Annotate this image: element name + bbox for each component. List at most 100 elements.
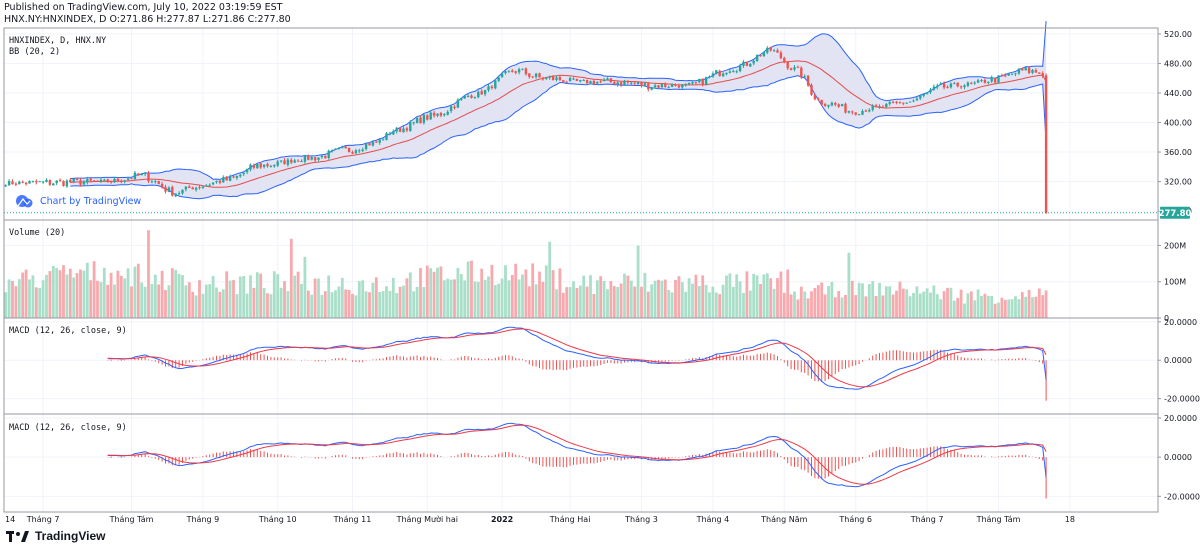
candle xyxy=(796,65,800,68)
macd-pane-1-title[interactable]: MACD (12, 26, close, 9) xyxy=(9,326,127,336)
x-tick-label: Tháng Mười hai xyxy=(396,514,458,524)
candle xyxy=(575,78,579,82)
candle xyxy=(75,177,79,181)
candle xyxy=(4,184,7,188)
bb-indicator-label[interactable]: BB (20, 2) xyxy=(9,47,60,57)
candle xyxy=(167,186,171,193)
volume-bar xyxy=(232,280,235,318)
candle xyxy=(908,101,912,103)
volume-bar xyxy=(378,291,382,318)
volume-bar xyxy=(374,277,378,318)
candle xyxy=(980,78,983,83)
candle xyxy=(235,175,239,181)
tradingview-watermark[interactable]: Chart by TradingView xyxy=(16,195,141,208)
volume-bar xyxy=(538,271,541,318)
candle xyxy=(368,142,371,146)
candle xyxy=(915,97,919,101)
x-axis[interactable]: 14 Tháng 7 Tháng Tám Tháng 9 Tháng 10 Tháng 1… xyxy=(5,514,1075,524)
candle xyxy=(810,83,813,96)
volume-bar xyxy=(993,303,997,318)
volume-bar xyxy=(976,289,980,318)
candle xyxy=(330,149,334,153)
candle xyxy=(18,180,21,185)
candle xyxy=(946,85,949,89)
candle xyxy=(381,138,385,141)
volume-bar xyxy=(371,282,375,318)
volume-bar xyxy=(1031,297,1034,318)
candle xyxy=(419,115,422,124)
volume-bar xyxy=(915,286,919,318)
volume-bar xyxy=(986,295,990,318)
candle xyxy=(69,178,72,184)
volume-bar xyxy=(895,290,898,318)
volume-bar xyxy=(667,289,671,318)
volume-pane-title[interactable]: Volume (20) xyxy=(9,228,65,238)
candle xyxy=(273,164,276,168)
volume-bar xyxy=(1003,299,1007,318)
volume-bar xyxy=(62,265,65,318)
volume-bar xyxy=(323,291,327,318)
volume-bar xyxy=(714,292,718,318)
candle xyxy=(218,180,222,185)
volume-bar xyxy=(609,281,613,318)
volume-bar xyxy=(1007,299,1011,318)
volume-bar xyxy=(225,271,229,318)
candle xyxy=(623,79,626,86)
candle xyxy=(868,108,871,113)
candle xyxy=(936,83,939,90)
candle xyxy=(310,156,313,161)
candle xyxy=(14,182,18,187)
y-tick-label: 520.00 xyxy=(1164,30,1192,39)
candle xyxy=(851,110,854,115)
volume-bar xyxy=(497,283,501,318)
y-tick-label: 440.00 xyxy=(1164,89,1192,98)
candle xyxy=(392,129,395,135)
candle xyxy=(140,173,143,176)
volume-bar xyxy=(748,290,752,318)
volume-bar xyxy=(102,267,106,318)
tradingview-brand[interactable]: TradingView xyxy=(6,529,105,543)
candle xyxy=(405,126,409,133)
x-tick-label: Tháng 3 xyxy=(624,515,658,524)
candle xyxy=(585,79,589,84)
macd-line xyxy=(107,326,1047,390)
candle xyxy=(398,127,402,133)
candle xyxy=(341,145,344,149)
candle xyxy=(545,77,548,80)
candle xyxy=(779,50,783,60)
candle xyxy=(409,120,412,132)
volume-bar xyxy=(959,289,963,318)
candle xyxy=(755,54,759,62)
volume-bar xyxy=(306,290,310,318)
volume-bar xyxy=(402,285,405,318)
candle xyxy=(361,147,364,153)
candle xyxy=(987,81,990,85)
candle xyxy=(157,180,160,185)
volume-bar xyxy=(674,279,677,318)
candle xyxy=(412,121,415,126)
candle xyxy=(41,180,45,184)
volume-bar xyxy=(670,292,674,318)
candle xyxy=(113,177,116,183)
macd-pane-2-title[interactable]: MACD (12, 26, close, 9) xyxy=(9,423,127,433)
y-axes[interactable]: 520.00480.00440.00400.00360.00320.00280.… xyxy=(1158,30,1200,501)
candle xyxy=(477,90,480,99)
volume-bar xyxy=(164,289,167,318)
candle xyxy=(596,81,599,86)
y-tick-label: 100M xyxy=(1164,278,1186,287)
candle xyxy=(647,81,650,92)
candle xyxy=(813,93,817,101)
candle xyxy=(558,75,562,81)
candle xyxy=(602,77,606,82)
volume-bar xyxy=(946,287,949,318)
volume-bar xyxy=(238,276,242,318)
candle xyxy=(759,54,762,57)
volume-bar xyxy=(769,278,773,318)
candle xyxy=(143,171,147,177)
candle xyxy=(599,79,602,84)
volume-bar xyxy=(476,281,480,318)
volume-bar xyxy=(663,279,667,318)
candle xyxy=(959,85,963,90)
volume-bar xyxy=(585,286,589,318)
